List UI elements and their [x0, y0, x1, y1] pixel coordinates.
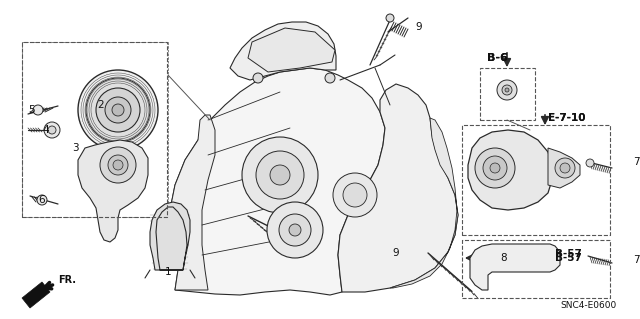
Text: 6: 6: [38, 195, 45, 205]
Text: B-6: B-6: [487, 53, 508, 63]
Circle shape: [253, 73, 263, 83]
Text: 7: 7: [634, 255, 640, 265]
Polygon shape: [468, 130, 552, 210]
Circle shape: [105, 97, 131, 123]
Polygon shape: [78, 140, 148, 242]
Text: 5: 5: [28, 105, 35, 115]
Bar: [480, 68, 535, 120]
Text: B-57: B-57: [555, 249, 582, 259]
Polygon shape: [248, 28, 335, 72]
Circle shape: [108, 155, 128, 175]
Circle shape: [86, 78, 150, 142]
Bar: [462, 240, 610, 298]
Text: 9: 9: [415, 22, 422, 32]
Polygon shape: [338, 84, 458, 292]
Polygon shape: [150, 202, 190, 270]
Circle shape: [505, 88, 509, 92]
Text: 2: 2: [97, 100, 104, 110]
Text: 7: 7: [634, 157, 640, 167]
Text: 8: 8: [500, 253, 507, 263]
Polygon shape: [390, 118, 458, 288]
Text: 4: 4: [42, 125, 49, 135]
Circle shape: [279, 214, 311, 246]
Circle shape: [96, 88, 140, 132]
Circle shape: [483, 156, 507, 180]
Circle shape: [37, 195, 47, 205]
Text: 3: 3: [72, 143, 79, 153]
Circle shape: [113, 160, 123, 170]
Circle shape: [502, 85, 512, 95]
Bar: [462, 125, 610, 235]
Text: 9: 9: [392, 248, 399, 258]
Text: 1: 1: [165, 267, 172, 277]
Polygon shape: [548, 148, 580, 188]
Circle shape: [325, 73, 335, 83]
Circle shape: [270, 165, 290, 185]
Polygon shape: [470, 244, 560, 290]
Circle shape: [112, 104, 124, 116]
Circle shape: [242, 137, 318, 213]
Text: B-57: B-57: [555, 253, 582, 263]
Circle shape: [289, 224, 301, 236]
Polygon shape: [170, 115, 215, 290]
Circle shape: [560, 163, 570, 173]
Circle shape: [386, 14, 394, 22]
Circle shape: [343, 183, 367, 207]
Text: SNC4-E0600: SNC4-E0600: [560, 301, 616, 310]
Polygon shape: [170, 68, 385, 295]
Circle shape: [48, 126, 56, 134]
Circle shape: [497, 80, 517, 100]
Circle shape: [78, 70, 158, 150]
Circle shape: [490, 163, 500, 173]
Text: E-7-10: E-7-10: [548, 113, 586, 123]
Text: FR.: FR.: [44, 275, 76, 289]
Circle shape: [555, 158, 575, 178]
Circle shape: [475, 148, 515, 188]
Circle shape: [44, 122, 60, 138]
Circle shape: [100, 147, 136, 183]
Polygon shape: [22, 282, 50, 308]
Circle shape: [256, 151, 304, 199]
Polygon shape: [230, 22, 336, 80]
Bar: [22, 42, 167, 217]
Text: B-6: B-6: [487, 53, 508, 63]
Circle shape: [267, 202, 323, 258]
Circle shape: [333, 173, 377, 217]
Circle shape: [586, 159, 594, 167]
Circle shape: [33, 105, 43, 115]
Text: E-7-10: E-7-10: [548, 113, 586, 123]
